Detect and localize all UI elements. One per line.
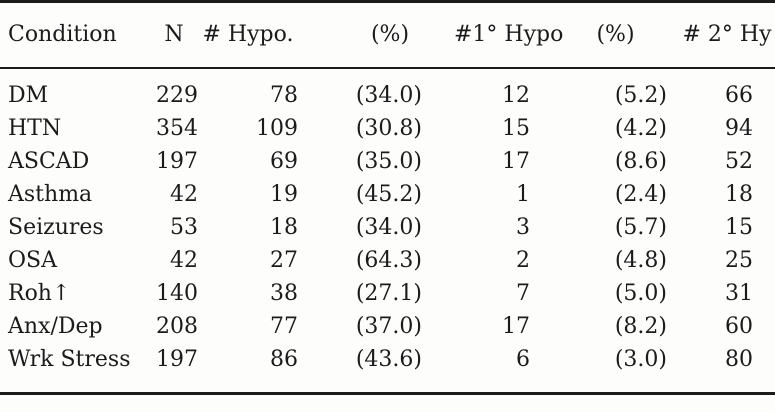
cell-n: 208	[156, 313, 198, 339]
cell-num_secondary_hypo: 15	[725, 214, 753, 240]
column-header-pct_hypo: (%)	[298, 2, 422, 68]
header-row: Condition N # Hypo. (%) #1° Hypo (%) # 2° Hy	[0, 2, 775, 68]
column-header-label: (%)	[596, 22, 635, 48]
cell-n: 42	[170, 247, 198, 273]
table-row: Wrk Stress 197 86 (43.6) 6 (3.0) 80	[0, 343, 775, 394]
column-header-label: N	[164, 22, 184, 48]
cell-pct_primary_hypo: (8.2)	[614, 313, 667, 339]
table-row: Roh↑ 140 38 (27.1) 7 (5.0) 31	[0, 277, 775, 310]
cell-pct_hypo: (34.0)	[355, 82, 422, 108]
cell-num_secondary_hypo: 80	[725, 346, 753, 372]
cell-num_hypo: 78	[270, 82, 298, 108]
cell-num_secondary_hypo: 25	[725, 247, 753, 273]
cell-condition: DM	[8, 82, 49, 108]
cell-num_hypo: 19	[270, 181, 298, 207]
hypothyroidism-comorbidity-table: Condition N # Hypo. (%) #1° Hypo (%) # 2° Hy D…	[0, 0, 775, 395]
cell-num_primary_hypo: 2	[516, 247, 530, 273]
column-header-num_secondary_hypo: # 2° Hy	[667, 2, 775, 68]
cell-pct_primary_hypo: (2.4)	[614, 181, 667, 207]
cell-pct_primary_hypo: (5.2)	[614, 82, 667, 108]
column-header-label: # Hypo.	[202, 22, 294, 48]
cell-num_secondary_hypo: 52	[725, 148, 753, 174]
cell-num_primary_hypo: 3	[516, 214, 530, 240]
cell-condition: Wrk Stress	[8, 346, 131, 372]
cell-condition: Seizures	[8, 214, 104, 240]
cell-pct_primary_hypo: (3.0)	[614, 346, 667, 372]
cell-num_hypo: 109	[256, 115, 298, 141]
table-row: HTN 354 109 (30.8) 15 (4.2) 94	[0, 112, 775, 145]
cell-num_hypo: 77	[270, 313, 298, 339]
table-row: ASCAD 197 69 (35.0) 17 (8.6) 52	[0, 145, 775, 178]
column-header-label: Condition	[8, 22, 117, 48]
cell-pct_hypo: (43.6)	[355, 346, 422, 372]
cell-pct_primary_hypo: (4.2)	[614, 115, 667, 141]
column-header-num_hypo: # Hypo.	[198, 2, 298, 68]
column-header-num_primary_hypo: #1° Hypo	[422, 2, 563, 68]
column-header-label: (%)	[370, 22, 410, 48]
cell-pct_hypo: (34.0)	[355, 214, 422, 240]
cell-pct_hypo: (27.1)	[355, 280, 422, 306]
cell-num_primary_hypo: 6	[516, 346, 530, 372]
cell-num_secondary_hypo: 66	[725, 82, 753, 108]
cell-num_secondary_hypo: 18	[725, 181, 753, 207]
cell-n: 140	[156, 280, 198, 306]
cell-pct_primary_hypo: (5.7)	[614, 214, 667, 240]
cell-pct_hypo: (37.0)	[355, 313, 422, 339]
cell-num_primary_hypo: 17	[502, 148, 530, 174]
cell-n: 197	[156, 148, 198, 174]
cell-pct_hypo: (45.2)	[355, 181, 422, 207]
column-header-pct_primary_hypo: (%)	[530, 2, 667, 68]
cell-num_secondary_hypo: 60	[725, 313, 753, 339]
cell-pct_primary_hypo: (5.0)	[614, 280, 667, 306]
cell-condition: Roh↑	[8, 280, 71, 306]
cell-pct_hypo: (64.3)	[355, 247, 422, 273]
cell-pct_primary_hypo: (8.6)	[614, 148, 667, 174]
cell-pct_primary_hypo: (4.8)	[614, 247, 667, 273]
cell-num_primary_hypo: 1	[516, 181, 530, 207]
cell-n: 53	[170, 214, 198, 240]
cell-num_hypo: 69	[270, 148, 298, 174]
table-row: Asthma 42 19 (45.2) 1 (2.4) 18	[0, 178, 775, 211]
table-row: Seizures 53 18 (34.0) 3 (5.7) 15	[0, 211, 775, 244]
cell-num_primary_hypo: 17	[502, 313, 530, 339]
cell-num_hypo: 86	[270, 346, 298, 372]
table-row: DM 229 78 (34.0) 12 (5.2) 66	[0, 68, 775, 112]
table-header: Condition N # Hypo. (%) #1° Hypo (%) # 2° Hy	[0, 2, 775, 68]
cell-num_secondary_hypo: 94	[725, 115, 753, 141]
table-body: DM 229 78 (34.0) 12 (5.2) 66 HTN 354 109 (30.8) 15(…	[0, 68, 775, 394]
cell-n: 197	[156, 346, 198, 372]
cell-pct_hypo: (35.0)	[355, 148, 422, 174]
cell-num_hypo: 18	[270, 214, 298, 240]
column-header-condition: Condition	[0, 2, 150, 68]
cell-condition: ASCAD	[8, 148, 90, 174]
cell-condition: OSA	[8, 247, 57, 273]
cell-num_secondary_hypo: 31	[725, 280, 753, 306]
column-header-label: #1° Hypo	[454, 22, 564, 48]
cell-num_hypo: 27	[270, 247, 298, 273]
cell-n: 229	[156, 82, 198, 108]
table-row: Anx/Dep 208 77 (37.0) 17 (8.2) 60	[0, 310, 775, 343]
cell-n: 354	[156, 115, 198, 141]
cell-n: 42	[170, 181, 198, 207]
cell-num_primary_hypo: 12	[502, 82, 530, 108]
paper-table-page: Condition N # Hypo. (%) #1° Hypo (%) # 2° Hy D…	[0, 0, 775, 395]
cell-condition: Asthma	[8, 181, 93, 207]
column-header-n: N	[150, 2, 198, 68]
cell-num_primary_hypo: 15	[502, 115, 530, 141]
cell-num_primary_hypo: 7	[516, 280, 530, 306]
cell-condition: HTN	[8, 115, 62, 141]
table-row: OSA 42 27 (64.3) 2 (4.8) 25	[0, 244, 775, 277]
cell-pct_hypo: (30.8)	[355, 115, 422, 141]
cell-num_hypo: 38	[270, 280, 298, 306]
column-header-label: # 2° Hy	[682, 22, 772, 48]
cell-condition: Anx/Dep	[8, 313, 103, 339]
